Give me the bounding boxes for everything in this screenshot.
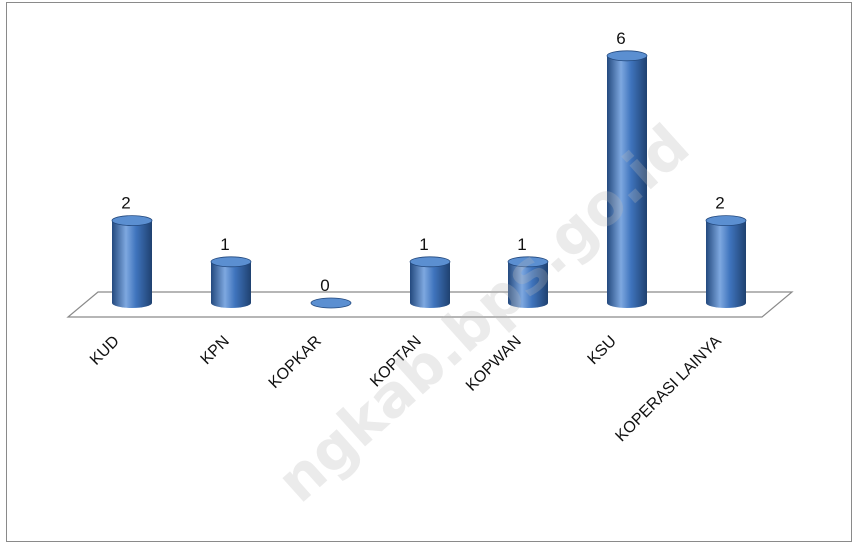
bar-body bbox=[508, 261, 548, 308]
bar-kud bbox=[111, 215, 153, 308]
bar-kopkar bbox=[310, 297, 352, 309]
bar-body bbox=[211, 261, 251, 308]
bars-layer bbox=[111, 50, 747, 309]
data-label: 1 bbox=[517, 235, 526, 254]
data-label: 6 bbox=[616, 29, 625, 48]
bar-top bbox=[606, 50, 648, 62]
bar-kopwan bbox=[507, 256, 549, 308]
data-label: 1 bbox=[220, 235, 229, 254]
category-label: KSU bbox=[585, 333, 620, 368]
data-label: 2 bbox=[121, 194, 130, 213]
bar-kpn bbox=[210, 256, 252, 308]
bar-top bbox=[705, 215, 747, 227]
bar-koptan bbox=[409, 256, 451, 308]
category-label: KPN bbox=[198, 333, 233, 368]
data-label: 0 bbox=[320, 276, 329, 295]
data-label: 1 bbox=[419, 235, 428, 254]
bar-body bbox=[410, 261, 450, 308]
data-label: 2 bbox=[715, 194, 724, 213]
bar-ksu bbox=[606, 50, 648, 308]
bar-body bbox=[607, 55, 647, 308]
data-labels-layer: 2 1 0 1 1 6 2 bbox=[121, 29, 724, 295]
bar-top bbox=[507, 256, 549, 268]
bar-top bbox=[310, 297, 352, 309]
bar-top bbox=[210, 256, 252, 268]
bar-koperasi-lainya bbox=[705, 215, 747, 308]
category-label: KUD bbox=[87, 333, 123, 369]
category-label: KOPERASI LAINYA bbox=[612, 333, 725, 446]
bar-top bbox=[111, 215, 153, 227]
bar-body bbox=[706, 220, 746, 308]
bar-body bbox=[112, 220, 152, 308]
bar-top bbox=[409, 256, 451, 268]
category-label: KOPKAR bbox=[266, 333, 325, 392]
